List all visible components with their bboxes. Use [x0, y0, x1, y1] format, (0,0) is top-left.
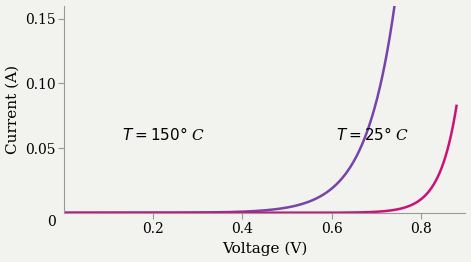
Y-axis label: Current (A): Current (A): [6, 65, 20, 154]
Text: 0: 0: [47, 215, 56, 229]
X-axis label: Voltage (V): Voltage (V): [222, 242, 308, 256]
Text: $T = 25°$ C: $T = 25°$ C: [336, 126, 409, 143]
Text: $T = 150°$ C: $T = 150°$ C: [122, 126, 205, 143]
